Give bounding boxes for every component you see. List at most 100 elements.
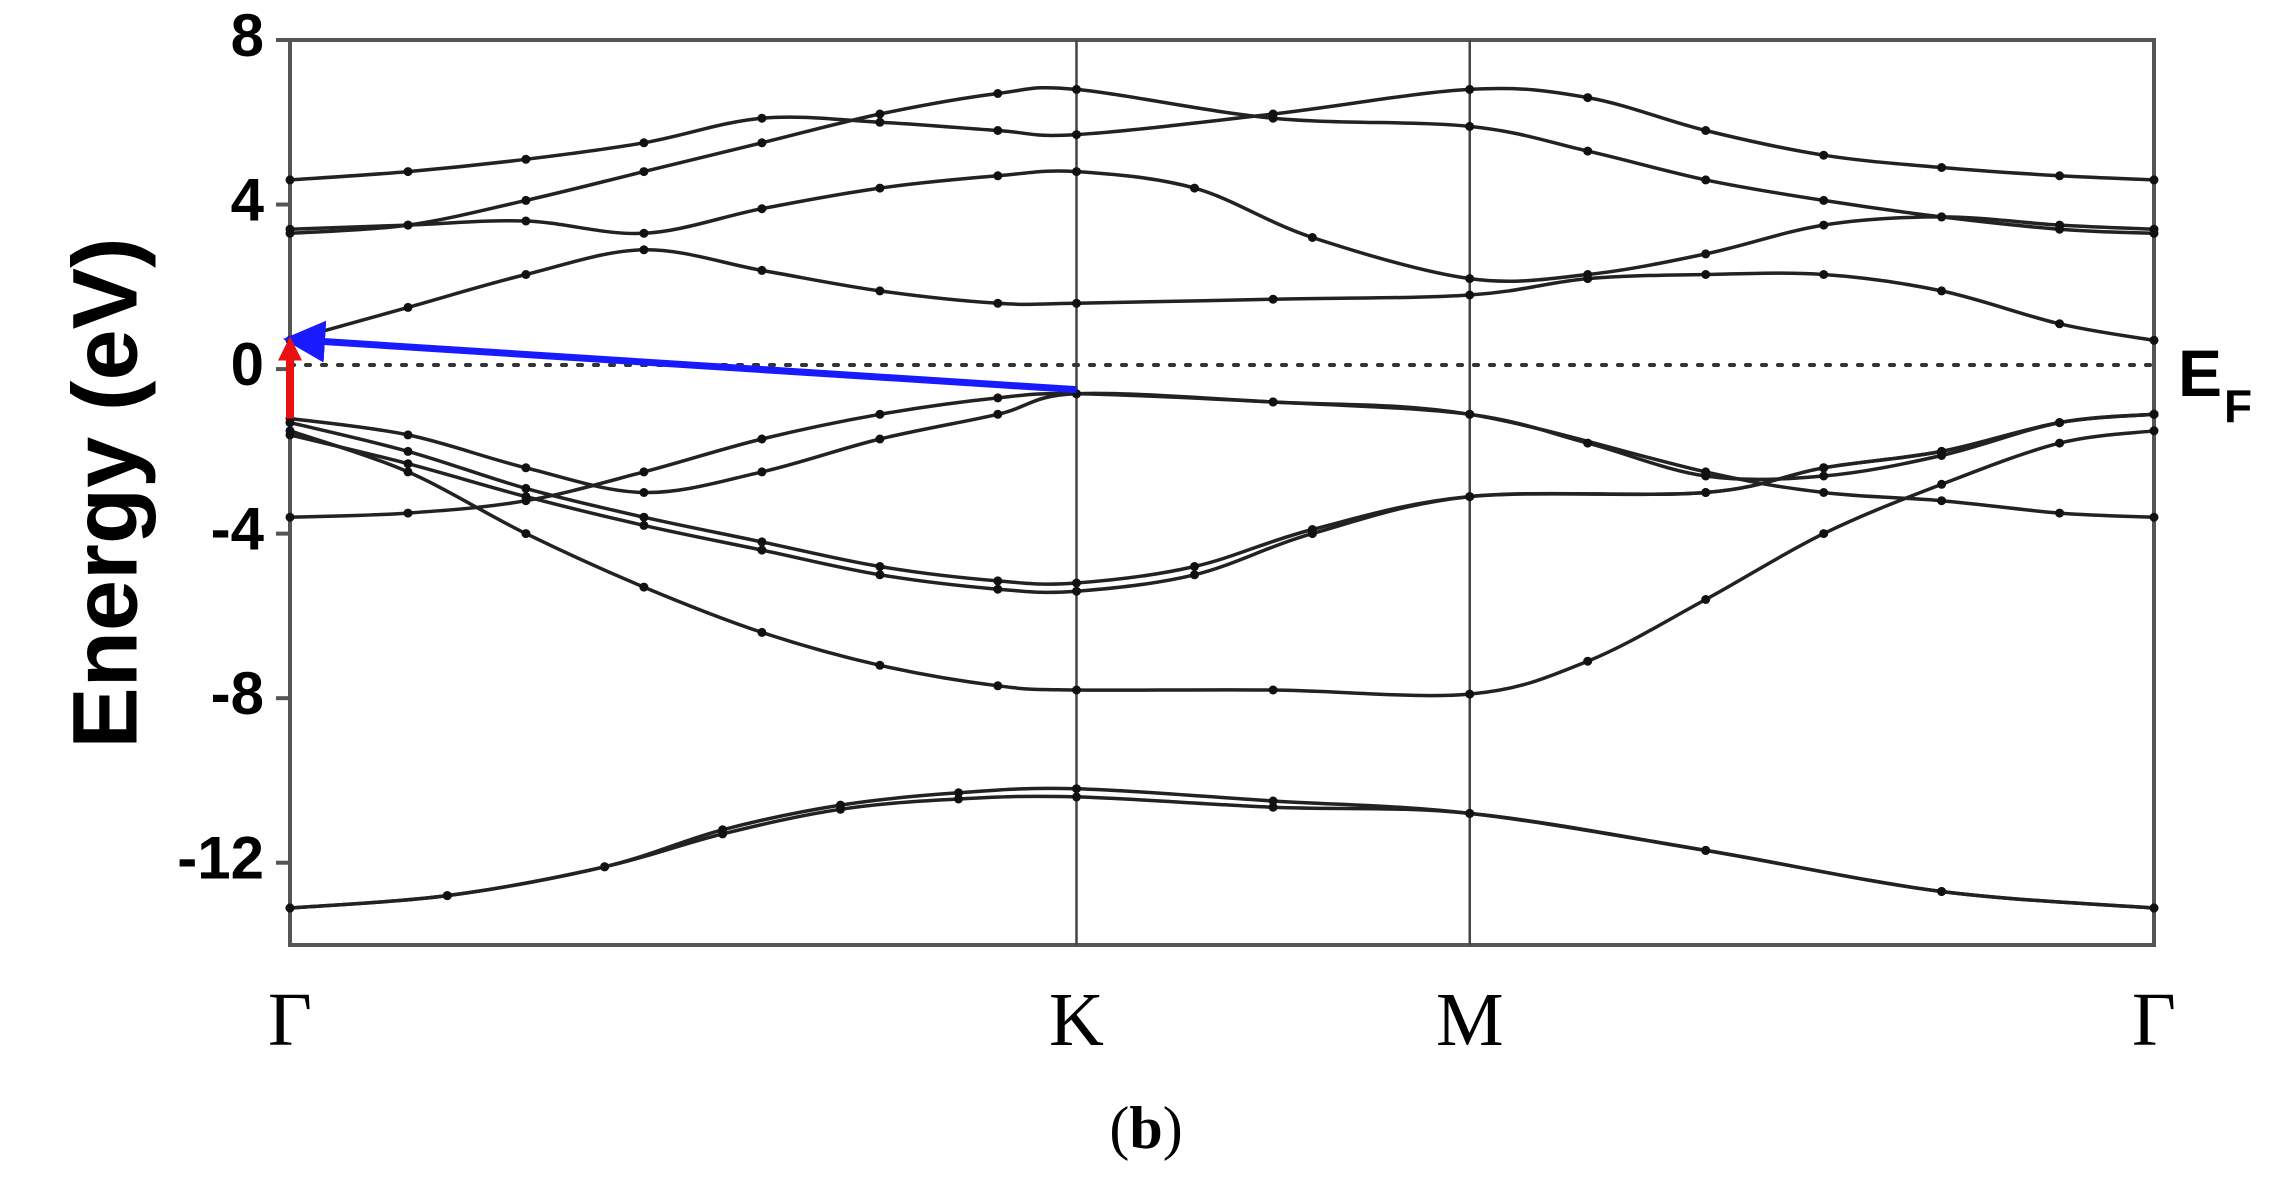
band-point xyxy=(1583,438,1593,448)
band-point xyxy=(639,138,649,148)
band-point xyxy=(2149,175,2159,185)
band-point xyxy=(993,681,1003,691)
band-point xyxy=(1307,233,1317,242)
band-point xyxy=(757,545,767,555)
band-point xyxy=(1701,488,1711,497)
band-point xyxy=(757,467,767,477)
excitation-arrow-blue xyxy=(283,320,1077,394)
band-point xyxy=(1072,784,1081,794)
fermi-label-main: E xyxy=(2178,336,2222,410)
band-point xyxy=(403,467,413,477)
band-point xyxy=(1701,126,1711,135)
k-point-label: Γ xyxy=(268,978,312,1062)
band-point xyxy=(1465,808,1475,818)
band-point xyxy=(1307,525,1317,534)
band-point xyxy=(993,171,1003,181)
band-point xyxy=(521,270,531,279)
band-point xyxy=(875,109,885,119)
band-point xyxy=(285,512,295,522)
band-point xyxy=(993,584,1003,594)
band-point xyxy=(639,467,649,477)
band-point xyxy=(403,508,413,518)
band-point xyxy=(1701,249,1711,259)
band-point xyxy=(1819,488,1829,497)
band-point xyxy=(639,228,649,238)
band-point xyxy=(2055,508,2065,518)
band-point xyxy=(757,434,767,444)
band-point xyxy=(1072,84,1081,94)
band-point xyxy=(403,167,413,177)
band-point xyxy=(2055,224,2065,234)
band-point xyxy=(875,409,885,419)
band-point xyxy=(639,512,649,522)
band-point xyxy=(1465,84,1475,94)
band-point xyxy=(1268,685,1278,695)
band-point xyxy=(993,576,1003,586)
band-point xyxy=(639,582,649,592)
band-point xyxy=(757,204,767,214)
band-curve-11 xyxy=(289,86,2155,182)
band-curve-5 xyxy=(289,412,2155,586)
band-point xyxy=(1072,130,1081,140)
band-point xyxy=(521,483,531,493)
band-point xyxy=(1268,109,1278,119)
band-point xyxy=(954,788,963,798)
band-curve-3 xyxy=(289,429,2155,698)
caption-close: ) xyxy=(1163,1095,1183,1161)
band-point xyxy=(1072,578,1081,588)
band-curve-9 xyxy=(289,169,2155,283)
band-point xyxy=(1819,270,1829,279)
band-point xyxy=(2055,319,2065,329)
band-point xyxy=(1819,220,1829,230)
fermi-level-label: EF xyxy=(2178,336,2252,432)
band-point xyxy=(757,113,767,123)
band-point xyxy=(993,126,1003,135)
band-point xyxy=(403,459,413,469)
band-point xyxy=(2055,438,2065,448)
band-point xyxy=(993,393,1003,403)
plot-frame xyxy=(288,38,2156,947)
band-point xyxy=(1937,163,1947,172)
band-point xyxy=(757,627,767,637)
band-point xyxy=(1268,294,1278,304)
band-point xyxy=(875,570,885,580)
band-point xyxy=(600,862,610,872)
band-point xyxy=(1937,212,1947,222)
band-point xyxy=(521,463,531,473)
y-tick-label: 4 xyxy=(231,166,265,233)
y-axis-label: Energy (eV) xyxy=(54,237,156,748)
band-point xyxy=(403,302,413,312)
band-point xyxy=(993,298,1003,308)
band-point xyxy=(1190,570,1199,580)
band-point xyxy=(639,167,649,177)
k-point-label: M xyxy=(1436,978,1504,1062)
band-point xyxy=(1701,270,1711,279)
band-point xyxy=(1819,150,1829,160)
band-point xyxy=(2149,426,2159,436)
band-point xyxy=(1701,471,1711,481)
y-tick-label: -4 xyxy=(211,495,265,562)
band-point-markers xyxy=(285,84,2159,913)
band-point xyxy=(403,220,413,230)
band-point xyxy=(285,335,295,345)
band-point xyxy=(1583,270,1593,279)
band-point xyxy=(1465,121,1475,131)
band-point xyxy=(403,430,413,440)
band-point xyxy=(1465,290,1475,300)
band-point xyxy=(836,800,845,810)
band-point xyxy=(1701,175,1711,185)
band-point xyxy=(1819,471,1829,481)
band-point xyxy=(1583,146,1593,156)
band-point xyxy=(1072,685,1081,695)
y-tick-label: 0 xyxy=(231,331,264,398)
band-point xyxy=(1072,586,1081,596)
y-tick-label: -8 xyxy=(211,660,264,727)
band-curve-2 xyxy=(289,786,2155,910)
band-point xyxy=(1937,887,1947,896)
band-point xyxy=(1190,562,1199,571)
band-point xyxy=(757,265,767,275)
band-point xyxy=(442,891,452,901)
band-point xyxy=(1701,845,1711,855)
